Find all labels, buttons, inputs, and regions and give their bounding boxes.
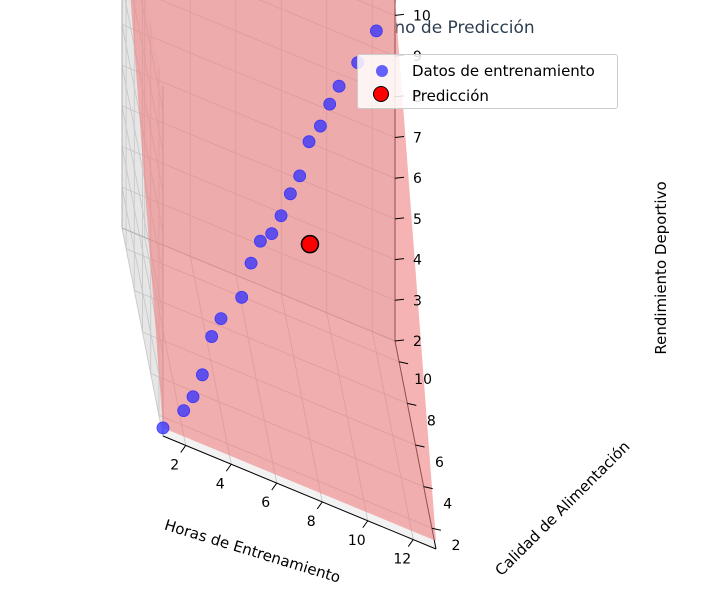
legend-label-prediction: Predicción	[412, 87, 489, 105]
z-tick-mark	[394, 339, 405, 342]
x-tick-label: 12	[393, 552, 411, 568]
z-tick-mark	[394, 258, 405, 261]
training-data-point	[177, 404, 191, 417]
x-tick-label: 10	[348, 533, 366, 549]
legend-label-training: Datos de entrenamiento	[412, 62, 595, 80]
x-tick-mark	[407, 539, 414, 547]
x-tick-label: 8	[307, 514, 316, 530]
training-data-point	[244, 256, 258, 270]
data-points-layer	[156, 24, 383, 435]
z-tick-label: 3	[413, 293, 422, 309]
training-data-point	[332, 79, 346, 93]
grid-line-z-side	[121, 227, 164, 437]
y-tick-label: 2	[451, 538, 460, 554]
training-data-point	[283, 187, 297, 201]
prediction-point	[300, 234, 320, 254]
y-tick-label: 8	[427, 413, 436, 429]
y-tick-mark	[423, 486, 433, 490]
x-tick-label: 6	[261, 495, 270, 511]
training-data-point	[274, 209, 288, 223]
z-tick-label: 10	[413, 8, 431, 24]
z-tick-mark	[394, 298, 405, 301]
x-tick-mark	[180, 445, 187, 453]
x-tick-mark	[362, 520, 369, 529]
z-tick-mark	[394, 136, 405, 139]
training-data-point	[302, 135, 316, 149]
legend: Datos de entrenamiento Predicción	[357, 54, 618, 109]
training-data-point	[186, 390, 200, 404]
z-tick-label: 2	[413, 334, 422, 350]
z-tick-label: 7	[413, 131, 422, 147]
legend-item-training: Datos de entrenamiento	[358, 59, 617, 83]
training-data-point	[235, 290, 249, 304]
z-tick-label: 5	[413, 212, 422, 228]
y-axis-label: Calidad de Alimentación	[492, 438, 634, 580]
regression-plane-layer	[130, 0, 436, 541]
y-tick-label: 4	[443, 497, 452, 513]
legend-item-prediction: Predicción	[358, 84, 617, 108]
training-data-point	[195, 368, 209, 382]
y-tick-mark	[415, 444, 425, 448]
x-axis-line	[162, 435, 437, 550]
z-tick-mark	[394, 217, 405, 220]
y-tick-mark	[407, 402, 417, 406]
z-tick-mark	[394, 176, 405, 179]
x-tick-label: 2	[170, 457, 179, 473]
z-tick-label: 6	[413, 171, 422, 187]
z-tick-mark	[394, 13, 405, 16]
y-tick-mark	[398, 361, 409, 365]
y-tick-label: 10	[414, 372, 432, 388]
x-tick-mark	[225, 463, 232, 472]
training-data-point	[293, 169, 307, 183]
training-data-point	[253, 234, 267, 248]
x-tick-label: 4	[216, 476, 225, 492]
training-data-point	[265, 227, 279, 241]
training-data-point	[205, 330, 219, 343]
x-tick-mark	[316, 501, 323, 510]
grid-line-z-side	[121, 187, 164, 396]
regression-plane	[130, 0, 436, 541]
training-data-point	[323, 97, 337, 111]
legend-marker-training	[376, 65, 388, 77]
y-tick-mark	[431, 527, 442, 531]
training-data-point	[313, 119, 327, 133]
z-tick-label: 4	[413, 253, 422, 269]
x-tick-mark	[271, 482, 278, 491]
training-data-point	[369, 24, 383, 38]
training-data-point	[156, 421, 170, 435]
z-axis-label: Rendimiento Deportivo	[652, 181, 670, 354]
legend-marker-prediction	[373, 86, 389, 102]
y-tick-label: 6	[435, 455, 444, 471]
training-data-point	[214, 312, 228, 326]
